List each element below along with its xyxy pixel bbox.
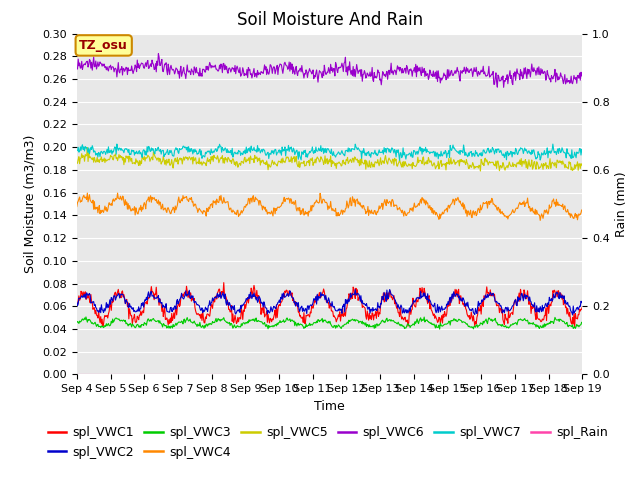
spl_VWC5 <box>186 155 194 161</box>
spl_VWC7 <box>82 145 90 151</box>
spl_VWC5 <box>73 161 81 167</box>
spl_VWC6 <box>579 74 586 80</box>
spl_VWC4 <box>186 195 194 201</box>
spl_VWC6 <box>406 68 414 73</box>
spl_Rain <box>212 372 220 377</box>
spl_VWC4 <box>579 207 586 213</box>
spl_VWC2 <box>392 298 399 303</box>
spl_VWC7 <box>73 148 81 154</box>
spl_VWC5 <box>406 163 414 169</box>
spl_VWC3 <box>579 320 586 325</box>
spl_VWC3 <box>392 320 399 325</box>
Legend: spl_VWC1, spl_VWC2, spl_VWC3, spl_VWC4, spl_VWC5, spl_VWC6, spl_VWC7, spl_Rain: spl_VWC1, spl_VWC2, spl_VWC3, spl_VWC4, … <box>43 421 612 464</box>
spl_VWC1 <box>134 315 142 321</box>
Line: spl_VWC3: spl_VWC3 <box>77 317 582 329</box>
spl_Rain <box>391 372 399 377</box>
spl_VWC7 <box>407 153 415 159</box>
spl_VWC6 <box>134 64 142 70</box>
spl_VWC7 <box>113 141 121 147</box>
spl_VWC4 <box>392 203 399 208</box>
spl_VWC2 <box>186 288 193 293</box>
spl_VWC3 <box>82 314 90 320</box>
spl_VWC2 <box>569 312 577 318</box>
spl_VWC6 <box>500 84 508 90</box>
Text: TZ_osu: TZ_osu <box>79 39 128 52</box>
spl_VWC4 <box>83 190 91 196</box>
spl_VWC1 <box>392 298 399 303</box>
spl_VWC5 <box>392 158 399 164</box>
spl_Rain <box>82 372 90 377</box>
Line: spl_VWC6: spl_VWC6 <box>77 54 582 87</box>
Y-axis label: Soil Moisture (m3/m3): Soil Moisture (m3/m3) <box>24 135 36 273</box>
spl_VWC6 <box>186 69 194 75</box>
Line: spl_VWC2: spl_VWC2 <box>77 289 582 315</box>
spl_VWC3 <box>186 316 194 322</box>
spl_VWC5 <box>82 153 90 159</box>
spl_VWC1 <box>73 301 81 307</box>
spl_VWC4 <box>82 194 90 200</box>
spl_VWC7 <box>392 148 399 154</box>
spl_VWC5 <box>83 145 91 151</box>
spl_VWC2 <box>406 309 414 314</box>
spl_VWC3 <box>436 326 444 332</box>
spl_Rain <box>406 372 413 377</box>
spl_VWC3 <box>213 319 221 324</box>
Y-axis label: Rain (mm): Rain (mm) <box>616 171 628 237</box>
spl_VWC2 <box>212 295 220 301</box>
X-axis label: Time: Time <box>314 400 345 413</box>
spl_VWC6 <box>73 66 81 72</box>
spl_VWC2 <box>579 298 586 304</box>
spl_VWC5 <box>477 168 484 174</box>
spl_VWC7 <box>213 148 221 154</box>
spl_VWC3 <box>83 316 90 322</box>
spl_VWC2 <box>134 308 142 314</box>
spl_Rain <box>186 372 193 377</box>
Line: spl_VWC4: spl_VWC4 <box>77 193 582 220</box>
spl_VWC1 <box>212 293 220 299</box>
spl_VWC1 <box>579 303 586 309</box>
spl_VWC4 <box>406 205 414 211</box>
spl_VWC2 <box>73 299 81 305</box>
spl_VWC2 <box>82 296 90 302</box>
Title: Soil Moisture And Rain: Soil Moisture And Rain <box>237 11 422 29</box>
spl_VWC5 <box>135 163 143 168</box>
spl_VWC7 <box>579 149 586 155</box>
spl_VWC3 <box>406 324 414 330</box>
spl_VWC1 <box>82 296 90 302</box>
spl_VWC6 <box>213 66 221 72</box>
spl_VWC1 <box>186 295 193 301</box>
spl_VWC7 <box>135 149 143 155</box>
spl_VWC1 <box>220 280 228 286</box>
spl_VWC4 <box>536 217 544 223</box>
spl_VWC4 <box>73 204 81 209</box>
spl_VWC6 <box>154 51 162 57</box>
spl_VWC2 <box>351 287 359 292</box>
spl_Rain <box>579 372 586 377</box>
spl_VWC4 <box>213 196 221 202</box>
spl_VWC6 <box>392 68 399 73</box>
spl_VWC4 <box>135 208 143 214</box>
spl_Rain <box>134 372 142 377</box>
spl_VWC5 <box>579 163 586 169</box>
spl_VWC6 <box>82 60 90 66</box>
Line: spl_VWC1: spl_VWC1 <box>77 283 582 327</box>
spl_VWC7 <box>186 146 194 152</box>
spl_VWC1 <box>571 324 579 330</box>
spl_VWC7 <box>396 157 403 163</box>
Line: spl_VWC7: spl_VWC7 <box>77 144 582 160</box>
spl_VWC5 <box>213 156 221 162</box>
spl_VWC1 <box>406 307 414 312</box>
spl_VWC3 <box>135 324 143 330</box>
spl_VWC3 <box>73 320 81 325</box>
Line: spl_VWC5: spl_VWC5 <box>77 148 582 171</box>
spl_Rain <box>73 372 81 377</box>
